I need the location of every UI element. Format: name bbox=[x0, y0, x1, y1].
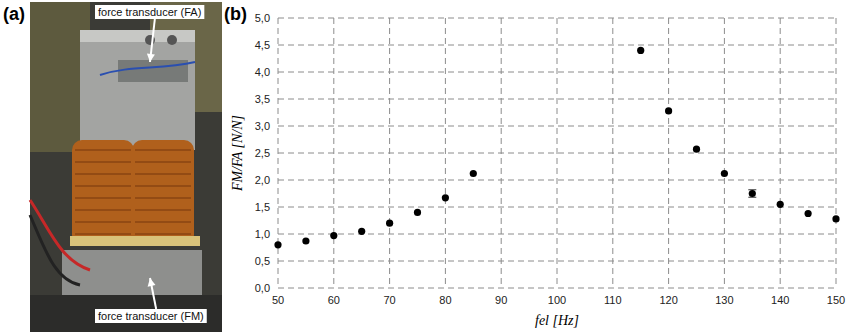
data-marks bbox=[274, 47, 839, 249]
coil-winding bbox=[75, 197, 131, 199]
steel-block-top bbox=[80, 30, 195, 42]
grid-line bbox=[278, 45, 836, 46]
coil-winding bbox=[75, 209, 131, 211]
coil-winding bbox=[135, 185, 191, 187]
grid-line bbox=[278, 207, 836, 208]
annotation-background bbox=[95, 5, 204, 19]
annotation-arrowhead bbox=[148, 278, 156, 287]
data-point bbox=[470, 170, 477, 177]
coil-winding bbox=[75, 233, 131, 235]
grid-line bbox=[780, 18, 781, 288]
x-tick-label: 70 bbox=[383, 294, 395, 306]
error-bar bbox=[748, 190, 756, 198]
y-tick-label: 0,0 bbox=[255, 282, 270, 294]
data-point bbox=[832, 215, 839, 222]
data-point bbox=[805, 210, 812, 217]
grid-line bbox=[501, 18, 502, 288]
y-tick-label: 3,5 bbox=[255, 93, 270, 105]
data-point bbox=[274, 241, 281, 248]
cable bbox=[30, 215, 80, 285]
panel-letter: (a) bbox=[3, 4, 25, 24]
coil-winding bbox=[135, 209, 191, 211]
y-tick-label: 1,5 bbox=[255, 201, 270, 213]
y-tick-label: 2,0 bbox=[255, 174, 270, 186]
y-axis-title: FM/FA [N/N] bbox=[230, 115, 245, 192]
data-point bbox=[442, 194, 449, 201]
y-tick-label: 3,0 bbox=[255, 120, 270, 132]
grid-line bbox=[724, 18, 725, 288]
photo-background bbox=[30, 2, 222, 332]
y-tick-label: 4,0 bbox=[255, 66, 270, 78]
x-tick-label: 50 bbox=[272, 294, 284, 306]
x-tick-label: 90 bbox=[495, 294, 507, 306]
transducer bbox=[118, 60, 188, 82]
x-tick-label: 60 bbox=[328, 294, 340, 306]
base bbox=[30, 295, 222, 332]
grid-line bbox=[612, 18, 613, 288]
data-point bbox=[358, 228, 365, 235]
x-tick-label: 120 bbox=[659, 294, 677, 306]
grid bbox=[278, 18, 836, 288]
data-point bbox=[330, 232, 337, 239]
x-tick-label: 150 bbox=[827, 294, 845, 306]
grid-line bbox=[557, 18, 558, 288]
figure: force transducer (FA) force transducer (F… bbox=[0, 0, 860, 334]
wire bbox=[100, 62, 195, 75]
grid-line bbox=[668, 18, 669, 288]
y-tick-label: 1,0 bbox=[255, 228, 270, 240]
coil-winding bbox=[135, 161, 191, 163]
data-point bbox=[777, 201, 784, 208]
grid-line bbox=[836, 18, 837, 288]
coil-winding bbox=[135, 233, 191, 235]
x-axis-title: fel [Hz] bbox=[535, 313, 579, 328]
coil bbox=[72, 140, 134, 245]
coil-former bbox=[70, 236, 200, 246]
coil-winding bbox=[75, 221, 131, 223]
data-point bbox=[302, 237, 309, 244]
data-point bbox=[721, 170, 728, 177]
data-point bbox=[665, 107, 672, 114]
annotation-background bbox=[95, 309, 207, 323]
photo-panel bbox=[30, 2, 222, 332]
y-tick-label: 5,0 bbox=[255, 12, 270, 24]
x-tick-label: 110 bbox=[604, 294, 622, 306]
x-tick-label: 80 bbox=[439, 294, 451, 306]
base-plate bbox=[62, 250, 202, 295]
data-point bbox=[637, 47, 644, 54]
data-point bbox=[386, 220, 393, 227]
y-tick-label: 4,5 bbox=[255, 39, 270, 51]
x-tick-label: 100 bbox=[548, 294, 566, 306]
grid-line bbox=[333, 18, 334, 288]
annotation-arrowhead bbox=[147, 54, 155, 62]
coil-winding bbox=[135, 197, 191, 199]
coil-winding bbox=[135, 173, 191, 175]
x-tick-label: 140 bbox=[771, 294, 789, 306]
data-point bbox=[749, 190, 756, 197]
coil-winding bbox=[75, 161, 131, 163]
grid-line bbox=[445, 18, 446, 288]
x-tick-label: 130 bbox=[715, 294, 733, 306]
photo-annotation: force transducer (FM) bbox=[98, 310, 204, 322]
y-tick-label: 0,5 bbox=[255, 255, 270, 267]
data-point bbox=[414, 209, 421, 216]
panel-letter: (b) bbox=[224, 4, 247, 24]
photo-annotation: force transducer (FA) bbox=[98, 6, 201, 18]
data-point bbox=[693, 146, 700, 153]
y-tick-label: 2,5 bbox=[255, 147, 270, 159]
coil-winding bbox=[75, 149, 131, 151]
coil bbox=[132, 140, 194, 245]
coil-winding bbox=[75, 185, 131, 187]
coil-winding bbox=[135, 221, 191, 223]
coil-winding bbox=[75, 173, 131, 175]
grid-line bbox=[389, 18, 390, 288]
bolt bbox=[167, 35, 177, 45]
grid-line bbox=[278, 126, 836, 127]
coil-winding bbox=[135, 149, 191, 151]
steel-block bbox=[80, 30, 195, 150]
